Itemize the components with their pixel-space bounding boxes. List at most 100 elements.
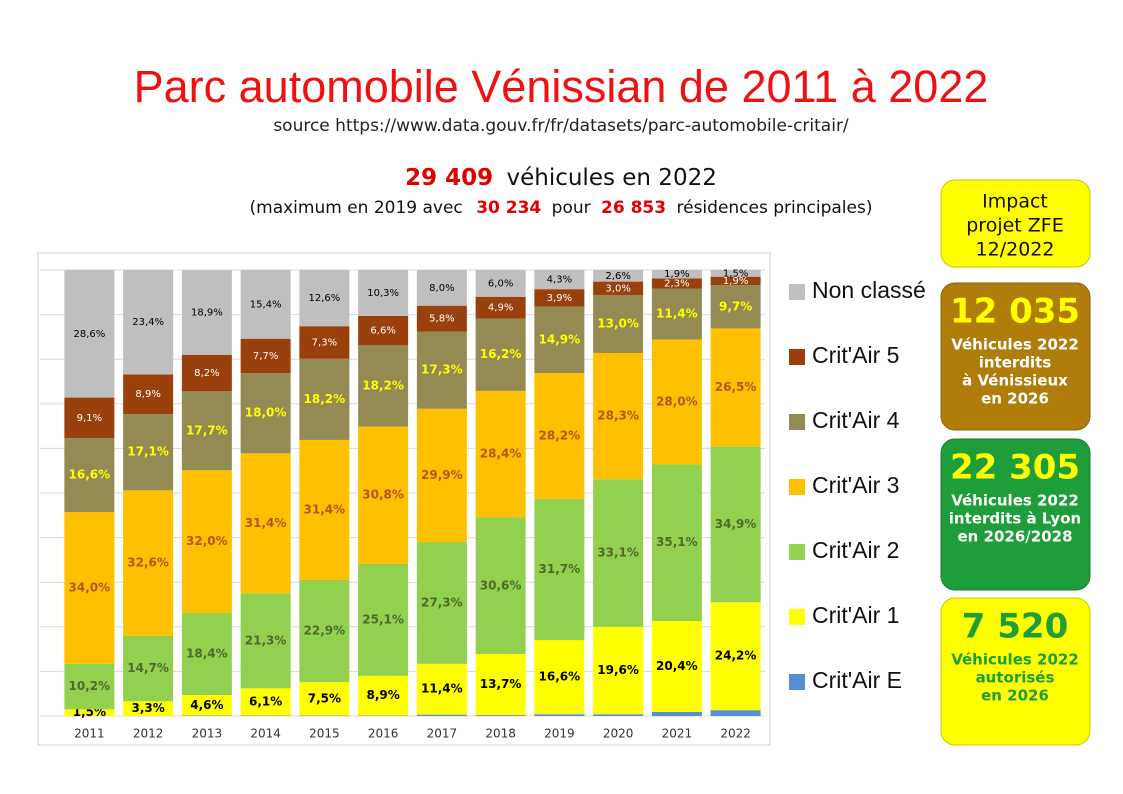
data-label: 14,9%: [539, 332, 581, 346]
legend-label: Crit'Air E: [812, 667, 902, 693]
x-tick-label: 2017: [427, 727, 458, 741]
data-label: 6,1%: [249, 694, 282, 708]
bar-segment: [181, 391, 232, 471]
bar-segment: [651, 464, 702, 622]
data-label: 13,0%: [597, 316, 639, 330]
data-label: 35,1%: [656, 535, 698, 549]
bar-segment: [240, 373, 291, 454]
panel-number: 12 035: [950, 292, 1080, 332]
bar-segment: [651, 621, 702, 712]
data-label: 28,2%: [539, 428, 581, 442]
bar-segment: [123, 701, 174, 716]
bar-segment: [64, 270, 115, 398]
legend-label: Crit'Air 1: [812, 602, 899, 628]
subtitle-number: 30 234: [476, 198, 541, 218]
legend-swatch: [789, 674, 805, 690]
data-label: 24,2%: [715, 649, 757, 663]
data-label: 22,9%: [304, 624, 346, 638]
data-label: 31,4%: [245, 516, 287, 530]
bar-segment: [240, 688, 291, 716]
bar-segment: [593, 626, 644, 715]
bar-segment: [64, 663, 115, 710]
bar-segment: [358, 675, 409, 716]
bar-segment: [651, 711, 702, 716]
data-label: 11,4%: [656, 307, 698, 321]
data-label: 6,6%: [370, 326, 395, 337]
bar-segment: [593, 281, 644, 295]
bar-segment: [181, 695, 232, 716]
bar-segment: [416, 542, 467, 664]
data-label: 3,9%: [547, 293, 572, 304]
panel-text: interdits à Lyon: [949, 510, 1081, 528]
data-label: 32,0%: [186, 534, 228, 548]
bar-segment: [181, 354, 232, 392]
panel-text: projet ZFE: [966, 215, 1064, 237]
bar-segment: [534, 270, 585, 290]
data-label: 30,8%: [362, 488, 404, 502]
data-label: 1,5%: [723, 268, 748, 279]
data-label: 9,1%: [77, 413, 102, 424]
legend-label: Crit'Air 5: [812, 342, 899, 368]
bar-segment: [358, 315, 409, 346]
bar-segment: [64, 397, 115, 439]
bar-segment: [710, 276, 761, 286]
subtitle-part: pour: [552, 198, 591, 218]
bar-segment: [593, 270, 644, 282]
bar-segment: [475, 296, 526, 319]
data-label: 34,0%: [69, 580, 111, 594]
bar-segment: [475, 318, 526, 391]
subtitle-number: 26 853: [601, 198, 666, 218]
bar-segment: [651, 288, 702, 340]
data-label: 28,0%: [656, 395, 698, 409]
legend-swatch: [789, 544, 805, 560]
bar-segment: [534, 373, 585, 499]
x-tick-label: 2013: [192, 727, 223, 741]
legend-label: Crit'Air 3: [812, 472, 899, 498]
data-label: 18,4%: [186, 647, 228, 661]
panel-text: autorisés: [976, 669, 1055, 687]
data-label: 2,3%: [664, 279, 689, 290]
info-panel: [940, 597, 1091, 746]
bar-segment: [358, 426, 409, 564]
data-label: 1,9%: [723, 276, 748, 287]
bar-segment: [475, 517, 526, 655]
bar-segment: [593, 352, 644, 480]
bar-segment: [710, 710, 761, 716]
plot-frame: [37, 252, 771, 746]
bar-segment: [299, 270, 350, 327]
x-tick-label: 2016: [368, 727, 399, 741]
x-tick-label: 2021: [662, 727, 693, 741]
bar-segment: [534, 289, 585, 307]
bar-segment: [710, 602, 761, 711]
bar-segment: [123, 270, 174, 375]
data-label: 3,3%: [131, 701, 164, 715]
bar-segment: [416, 305, 467, 332]
bar-segment: [123, 414, 174, 491]
data-label: 4,3%: [547, 275, 572, 286]
bar-segment: [240, 270, 291, 339]
bar-segment: [299, 358, 350, 440]
data-label: 8,0%: [429, 283, 454, 294]
data-label: 8,2%: [194, 368, 219, 379]
data-label: 12,6%: [308, 293, 340, 304]
panel-text: Véhicules 2022: [951, 492, 1079, 510]
subtitle-part: résidences principales): [677, 198, 873, 218]
bar-segment: [475, 715, 526, 716]
headline-count: 29 409: [405, 165, 493, 191]
legend-swatch: [789, 609, 805, 625]
data-label: 7,3%: [312, 337, 337, 348]
bar-segment: [64, 438, 115, 513]
data-label: 8,9%: [135, 389, 160, 400]
data-label: 10,3%: [367, 288, 399, 299]
bar-segment: [475, 390, 526, 518]
data-label: 25,1%: [362, 612, 404, 626]
bar-segment: [593, 294, 644, 353]
data-label: 7,7%: [253, 351, 278, 362]
data-label: 27,3%: [421, 595, 463, 609]
bar-segment: [299, 579, 350, 683]
panel-text: en 2026: [981, 390, 1049, 408]
bar-segment: [240, 593, 291, 689]
bar-segment: [181, 470, 232, 613]
chart-title: Parc automobile Vénissian de 2011 à 2022: [134, 61, 989, 112]
